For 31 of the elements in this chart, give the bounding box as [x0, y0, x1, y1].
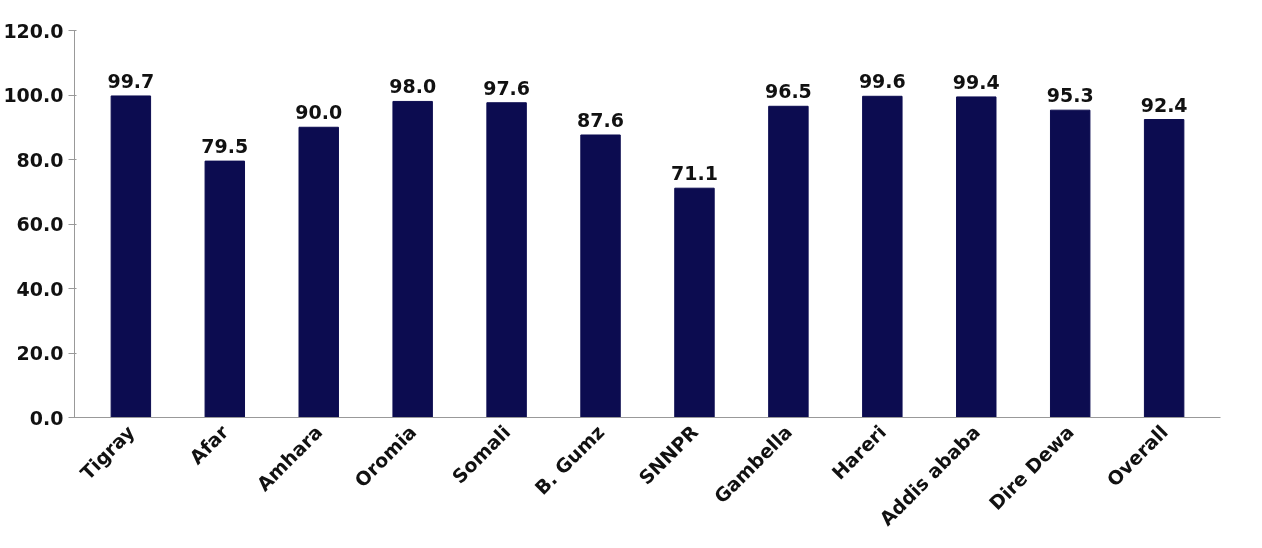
data-label: 99.7 [107, 69, 155, 92]
data-label: 98.0 [389, 75, 437, 98]
y-tick-label: 80.0 [16, 148, 64, 171]
bar [110, 95, 152, 418]
bar [674, 187, 715, 418]
data-label: 97.6 [483, 76, 531, 99]
data-label: 92.4 [1140, 93, 1188, 116]
bar [580, 134, 621, 418]
data-label: 90.0 [295, 101, 343, 124]
bar [204, 160, 246, 418]
bar [862, 95, 903, 418]
data-label: 96.5 [764, 80, 812, 103]
data-label: 99.4 [952, 70, 1000, 93]
bar [1049, 109, 1091, 418]
y-tick-label: 0.0 [29, 406, 64, 429]
bar [486, 102, 527, 418]
data-label: 99.6 [858, 70, 906, 93]
y-tick-label: 40.0 [16, 277, 64, 300]
data-label: 71.1 [671, 162, 718, 185]
bar [392, 100, 433, 418]
data-label: 95.3 [1046, 84, 1094, 107]
data-label: 87.6 [577, 108, 624, 131]
data-label: 79.5 [201, 135, 249, 158]
bar [298, 126, 339, 418]
y-tick-label: 120.0 [3, 19, 64, 42]
y-tick-label: 60.0 [16, 213, 64, 235]
bar [1143, 119, 1185, 418]
y-tick-label: 20.0 [16, 342, 64, 364]
bar [768, 105, 809, 418]
bar [956, 96, 997, 418]
y-tick-label: 100.0 [3, 84, 64, 106]
